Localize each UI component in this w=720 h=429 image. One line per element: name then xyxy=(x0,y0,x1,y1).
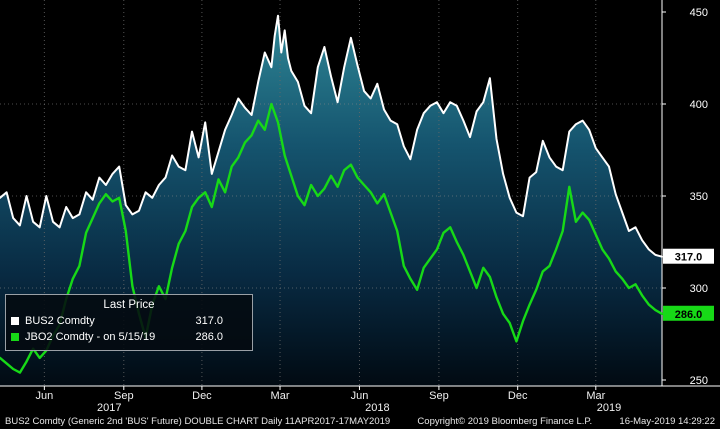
last-price-badge-value: 317.0 xyxy=(675,252,703,264)
x-axis-month-label: Jun xyxy=(351,390,369,402)
last-price-badge[interactable] xyxy=(663,305,714,321)
bus2-last-price: 317.0 xyxy=(195,315,223,327)
x-axis-year-label: 2017 xyxy=(97,402,121,413)
x-axis-month-label: Sep xyxy=(114,390,134,402)
jbo2-series-label: JBO2 Comdty - on 5/15/19 xyxy=(25,331,156,343)
copyright-text: Copyright© 2019 Bloomberg Finance L.P. xyxy=(417,415,593,427)
bus2-series-swatch-icon xyxy=(11,317,19,325)
x-axis-month-label: Mar xyxy=(586,390,605,402)
x-axis-year-label: 2019 xyxy=(597,402,621,413)
jbo2-series-swatch-icon xyxy=(11,333,19,341)
x-axis-month-label: Mar xyxy=(271,390,290,402)
bus2-price-line xyxy=(0,14,663,258)
x-axis-month-label: Jun xyxy=(35,390,53,402)
y-axis-label: 350 xyxy=(690,191,708,203)
legend-row-bus2: BUS2 Comdty 317.0 xyxy=(11,313,247,329)
x-axis-month-label: Dec xyxy=(508,390,528,402)
status-bar: BUS2 Comdty (Generic 2nd 'BUS' Future) D… xyxy=(0,413,720,429)
y-axis-label: 450 xyxy=(690,7,708,19)
legend-row-jbo2: JBO2 Comdty - on 5/15/19 286.0 xyxy=(11,329,247,345)
y-axis-label: 300 xyxy=(690,283,708,295)
chart-description: BUS2 Comdty (Generic 2nd 'BUS' Future) D… xyxy=(5,415,391,427)
last-price-badge-value: 286.0 xyxy=(675,309,703,321)
x-axis-month-label: Sep xyxy=(429,390,449,402)
timestamp: 16-May-2019 14:29:22 xyxy=(619,415,715,427)
x-axis-month-label: Dec xyxy=(192,390,212,402)
bus2-series-label: BUS2 Comdty xyxy=(25,315,95,327)
y-axis-label: 400 xyxy=(690,99,708,111)
jbo2-price-line xyxy=(0,102,664,374)
last-price-badge[interactable] xyxy=(663,248,714,264)
legend-box[interactable]: Last Price BUS2 Comdty 317.0 JBO2 Comdty… xyxy=(5,294,253,351)
jbo2-last-price: 286.0 xyxy=(195,331,223,343)
legend-title: Last Price xyxy=(103,299,155,311)
y-axis-label: 250 xyxy=(690,375,708,387)
x-axis-year-label: 2018 xyxy=(365,402,389,413)
